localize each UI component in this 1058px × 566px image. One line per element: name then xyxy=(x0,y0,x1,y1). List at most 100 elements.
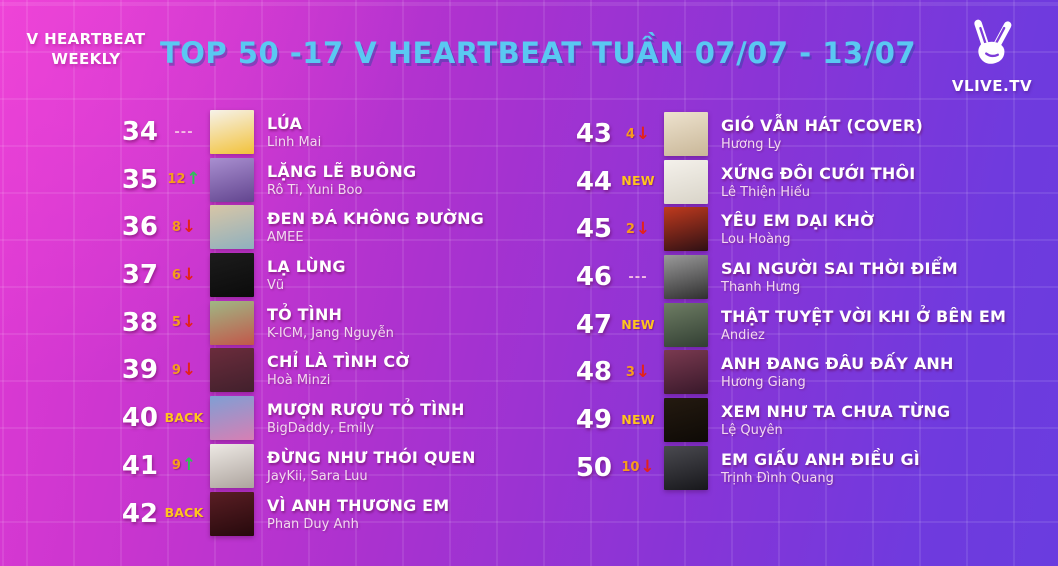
rank-number: 45 xyxy=(575,214,612,245)
album-art xyxy=(664,112,708,156)
artist-name: Hương Giang xyxy=(721,375,806,391)
chart-column-left: 34 --- LÚA Linh Mai 35 12 ↑ LẶNG LẼ BUÔN… xyxy=(112,110,552,539)
song-meta: LẠ LÙNG Vũ xyxy=(267,257,346,293)
artist-name: BigDaddy, Emily xyxy=(267,421,375,437)
rank-number: 50 xyxy=(575,452,612,483)
song-meta: EM GIẤU ANH ĐIỀU GÌ Trịnh Đình Quang xyxy=(721,450,920,486)
artist-name: Vũ xyxy=(267,278,285,294)
album-art xyxy=(210,157,254,202)
chart-row: 36 8 ↓ ĐEN ĐÁ KHÔNG ĐƯỜNG AMEE xyxy=(112,205,552,250)
rank-number: 42 xyxy=(121,498,158,529)
rank-change-number: 12 xyxy=(167,172,186,188)
song-meta: GIÓ VẪN HÁT (COVER) Hương Ly xyxy=(721,116,923,152)
song-meta: ĐỪNG NHƯ THÓI QUEN JayKii, Sara Luu xyxy=(267,448,476,484)
artist-name: Phan Duy Anh xyxy=(267,516,359,532)
up-arrow-icon: ↑ xyxy=(186,169,201,190)
v-heartbeat-weekly-logo: V HEARTBEAT WEEKLY xyxy=(18,30,154,69)
artist-name: K-ICM, Jang Nguyễn xyxy=(267,325,394,341)
album-art xyxy=(664,255,708,300)
song-title: TỎ TÌNH xyxy=(267,304,343,324)
artist-name: Thanh Hưng xyxy=(721,280,801,296)
album-art xyxy=(210,348,254,393)
rank-number: 40 xyxy=(121,403,158,434)
up-arrow-icon: ↑ xyxy=(181,455,197,476)
artist-name: Trịnh Đình Quang xyxy=(721,470,834,486)
rank-change: 8 ↓ xyxy=(158,216,210,237)
rank-change-number: 4 xyxy=(625,126,635,142)
rank-change-number: 6 xyxy=(171,267,181,283)
rank-change: 4 ↓ xyxy=(612,125,664,143)
rank-change: 3 ↓ xyxy=(612,361,664,382)
vlive-logo: VLIVE.TV xyxy=(940,12,1044,95)
song-meta: YÊU EM DẠI KHỜ Lou Hoàng xyxy=(721,211,874,247)
album-art xyxy=(664,445,708,490)
song-meta: THẬT TUYỆT VỜI KHI Ở BÊN EM Andiez xyxy=(721,307,1006,343)
song-title: THẬT TUYỆT VỜI KHI Ở BÊN EM xyxy=(721,306,1007,326)
rank-number: 46 xyxy=(575,262,612,293)
rank-number: 34 xyxy=(121,117,158,147)
new-badge: NEW xyxy=(621,173,655,189)
rank-change: 9 ↑ xyxy=(158,457,210,474)
rank-change: --- xyxy=(158,126,210,139)
chart-row: 50 10 ↓ EM GIẤU ANH ĐIỀU GÌ Trịnh Đình Q… xyxy=(566,445,1046,490)
rank-number: 49 xyxy=(575,405,612,436)
artist-name: Linh Mai xyxy=(267,135,322,150)
rank-change: 12 ↑ xyxy=(158,171,210,188)
chart-row: 43 4 ↓ GIÓ VẪN HÁT (COVER) Hương Ly xyxy=(566,112,1046,156)
song-meta: SAI NGƯỜI SAI THỜI ĐIỂM Thanh Hưng xyxy=(721,259,958,295)
rank-change: NEW xyxy=(612,411,664,427)
song-meta: XEM NHƯ TA CHƯA TỪNG Lệ Quyên xyxy=(721,402,950,438)
brand-line2: WEEKLY xyxy=(51,49,121,68)
song-title: LẶNG LẼ BUÔNG xyxy=(267,161,417,181)
chart-column-right: 43 4 ↓ GIÓ VẪN HÁT (COVER) Hương Ly 44 N… xyxy=(566,112,1046,494)
chart-row: 44 NEW XỨNG ĐÔI CƯỚI THÔI Lê Thiện Hiếu xyxy=(566,159,1046,204)
song-title: XEM NHƯ TA CHƯA TỪNG xyxy=(721,402,951,422)
chart-row: 49 NEW XEM NHƯ TA CHƯA TỪNG Lệ Quyên xyxy=(566,398,1046,443)
vlive-label: VLIVE.TV xyxy=(951,77,1033,95)
song-title: ANH ĐANG ĐÂU ĐẤY ANH xyxy=(721,354,954,374)
chart-row: 34 --- LÚA Linh Mai xyxy=(112,110,552,154)
song-meta: ĐEN ĐÁ KHÔNG ĐƯỜNG AMEE xyxy=(267,209,484,245)
chart-row: 40 BACK MƯỢN RƯỢU TỎ TÌNH BigDaddy, Emil… xyxy=(112,396,552,441)
rank-change: --- xyxy=(612,271,664,284)
new-badge: NEW xyxy=(621,316,655,332)
rank-change-number: 5 xyxy=(171,315,181,331)
album-art xyxy=(210,443,254,488)
chart-row: 35 12 ↑ LẶNG LẼ BUÔNG Rô Ti, Yuni Boo xyxy=(112,157,552,202)
new-badge: NEW xyxy=(621,411,655,427)
song-meta: CHỈ LÀ TÌNH CỜ Hoà Minzi xyxy=(267,352,410,388)
chart-row: 46 --- SAI NGƯỜI SAI THỜI ĐIỂM Thanh Hưn… xyxy=(566,255,1046,300)
rank-change-number: 2 xyxy=(625,221,635,237)
album-art xyxy=(210,253,254,298)
chart-row: 37 6 ↓ LẠ LÙNG Vũ xyxy=(112,253,552,298)
rank-number: 41 xyxy=(121,450,158,481)
chart-row: 41 9 ↑ ĐỪNG NHƯ THÓI QUEN JayKii, Sara L… xyxy=(112,443,552,488)
down-arrow-icon: ↓ xyxy=(181,216,197,237)
rank-change-number: 9 xyxy=(171,458,181,474)
song-meta: ANH ĐANG ĐÂU ĐẤY ANH Hương Giang xyxy=(721,354,954,390)
song-title: GIÓ VẪN HÁT (COVER) xyxy=(721,116,923,135)
chart-row: 48 3 ↓ ANH ĐANG ĐÂU ĐẤY ANH Hương Giang xyxy=(566,350,1046,395)
song-meta: VÌ ANH THƯƠNG EM Phan Duy Anh xyxy=(267,496,449,532)
down-arrow-icon: ↓ xyxy=(181,264,197,285)
artist-name: Hương Ly xyxy=(721,137,782,152)
artist-name: AMEE xyxy=(267,230,304,246)
song-meta: LÚA Linh Mai xyxy=(267,114,321,150)
song-title: VÌ ANH THƯƠNG EM xyxy=(267,495,450,515)
artist-name: Lệ Quyên xyxy=(721,423,783,439)
chart-row: 38 5 ↓ TỎ TÌNH K-ICM, Jang Nguyễn xyxy=(112,300,552,345)
rank-change: 6 ↓ xyxy=(158,264,210,285)
artist-name: Lou Hoàng xyxy=(721,232,791,248)
album-art xyxy=(664,207,708,252)
rank-number: 35 xyxy=(121,164,158,195)
song-meta: TỎ TÌNH K-ICM, Jang Nguyễn xyxy=(267,305,394,341)
rank-change-number: 8 xyxy=(171,219,181,235)
rank-number: 38 xyxy=(121,307,158,338)
down-arrow-icon: ↓ xyxy=(635,361,651,382)
album-art xyxy=(210,300,254,345)
rank-number: 48 xyxy=(575,357,612,388)
rank-number: 36 xyxy=(121,212,158,243)
album-art xyxy=(210,491,254,536)
song-title: LÚA xyxy=(267,114,303,133)
victory-hand-icon xyxy=(974,19,1012,64)
